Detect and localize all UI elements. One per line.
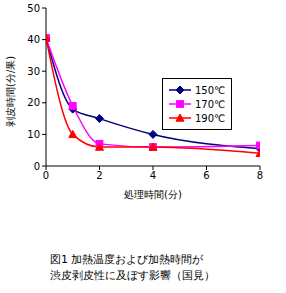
svg-text:2: 2	[96, 170, 102, 181]
svg-text:40: 40	[27, 34, 40, 45]
html-text:図1 加熱温度および加熱時間が 渋皮剥皮性に及ぼす影響（国見: 図1 加熱温度および加熱時間が 渋皮剥皮性に及ぼす影響（国見）	[50, 253, 215, 282]
svg-text:0: 0	[34, 161, 40, 172]
svg-text:10: 10	[27, 129, 40, 140]
html-text:190℃: 190℃	[195, 112, 226, 124]
svg-text:剥皮時間(分/果): 剥皮時間(分/果)	[8, 56, 16, 127]
svg-text:0: 0	[43, 170, 49, 181]
svg-text:20: 20	[27, 97, 40, 108]
svg-text:8: 8	[257, 170, 263, 181]
svg-text:30: 30	[27, 66, 40, 77]
html-text:150℃: 150℃	[195, 84, 226, 96]
svg-text:6: 6	[203, 170, 209, 181]
svg-text:4: 4	[150, 170, 156, 181]
svg-text:処理時間(分): 処理時間(分)	[124, 189, 182, 200]
svg-text:50: 50	[27, 3, 40, 14]
html-text:170℃: 170℃	[195, 98, 226, 110]
